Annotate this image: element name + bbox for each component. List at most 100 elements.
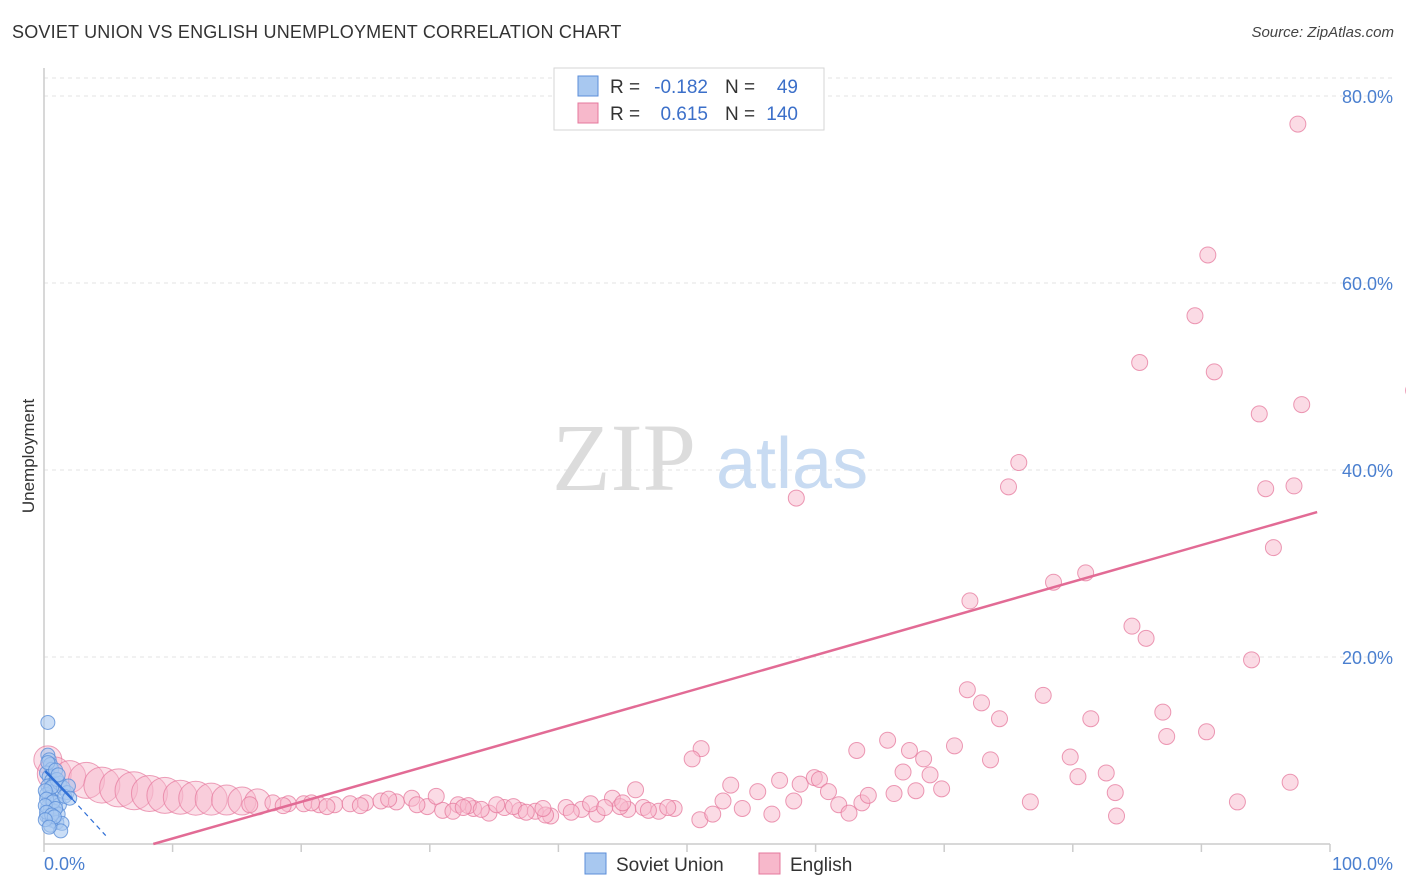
english-points [33,115,1406,829]
soviet-union-point-0 [40,714,56,730]
english-point-87 [1061,748,1079,766]
english-point-103 [1000,478,1017,496]
y-tick-label-60: 60.0% [1342,274,1393,294]
x-axis-ticks [43,844,1331,852]
english-point-92 [1108,807,1126,825]
english-point-80 [683,750,701,768]
soviet-union-point-48 [50,767,66,783]
english-point-115 [1289,115,1307,133]
source-label: Source: ZipAtlas.com [1251,24,1394,41]
english-point-85 [1021,793,1039,811]
legend-n-label-english: N = [725,104,755,125]
english-point-46 [534,799,552,817]
english-point-58 [763,805,781,823]
english-point-27 [427,787,445,805]
english-point-45 [241,796,259,814]
english-point-48 [596,799,614,817]
english-point-63 [810,770,828,788]
english-point-31 [582,795,600,813]
english-point-81 [958,681,976,699]
english-point-50 [488,796,506,814]
english-point-large-7 [130,775,168,813]
english-point-72 [894,763,912,781]
english-point-42 [318,798,336,816]
english-point-54 [714,792,732,810]
legend-r-label-soviet-union: R = [610,77,640,98]
english-point-56 [733,799,751,817]
english-point-57 [749,783,767,801]
legend-r-value-soviet-union: -0.182 [654,77,708,98]
english-point-large-8 [146,776,184,814]
english-point-large-10 [178,780,214,816]
trend-lines [44,510,1318,846]
english-point-112 [1257,480,1275,498]
english-point-97 [1198,723,1216,741]
english-point-77 [933,780,951,798]
english-point-69 [859,786,877,804]
english-point-76 [921,766,939,784]
english-point-34 [639,801,657,819]
english-point-109 [1205,363,1223,381]
english-point-68 [848,742,866,760]
soviet-union-points [37,714,78,839]
english-point-large-9 [162,779,198,815]
soviet-union-trend-line [44,770,74,800]
english-point-93 [1123,617,1141,635]
english-point-60 [785,792,803,810]
series-legend-swatch-soviet-union [584,852,607,875]
english-point-61 [791,775,809,793]
english-point-large-6 [114,771,154,811]
english-point-102 [787,489,805,507]
watermark: ZIP atlas [552,404,868,511]
legend-r-label-english: R = [610,104,640,125]
english-point-94 [1137,629,1155,647]
y-tick-label-20: 20.0% [1342,648,1393,668]
english-point-74 [907,782,925,800]
english-point-large-5 [99,768,139,808]
english-point-98 [1228,793,1246,811]
y-tick-label-80: 80.0% [1342,87,1393,107]
english-point-110 [1199,246,1217,264]
legend-swatch-soviet-union [577,75,599,97]
watermark-zip: ZIP [552,404,696,511]
english-point-40 [380,790,398,808]
soviet-union-point-47 [41,819,57,835]
english-point-89 [1082,710,1100,728]
english-point-64 [819,783,837,801]
watermark-atlas: atlas [716,424,868,504]
english-point-55 [722,776,740,794]
english-point-96 [1158,727,1176,745]
english-point-107 [1131,354,1149,372]
english-point-37 [472,800,490,818]
english-point-66 [840,804,858,822]
english-point-41 [351,797,369,815]
gridlines [44,77,1392,658]
english-point-75 [915,750,933,768]
english-point-113 [1285,477,1303,495]
series-legend-label-english: English [790,855,852,876]
legend-n-value-soviet-union: 49 [777,77,798,98]
soviet-union-trend-extension [71,798,107,836]
english-point-70 [879,731,897,749]
english-point-91 [1106,784,1124,802]
english-point-111 [1250,405,1268,423]
stats-legend: R = -0.182 N = 49 R = 0.615 N = 140 [553,67,825,131]
stats-legend-box [553,67,825,131]
legend-r-value-english: 0.615 [660,104,708,125]
series-legend-swatch-english [758,852,781,875]
english-point-73 [900,742,918,760]
y-axis-title: Unemployment [19,399,38,514]
english-point-86 [1034,686,1052,704]
english-point-33 [627,781,645,799]
english-point-51 [454,799,472,817]
english-point-104 [1010,454,1028,472]
english-point-71 [885,785,903,803]
series-legend-label-soviet-union: Soviet Union [616,855,724,876]
english-point-88 [1069,768,1087,786]
chart-title: SOVIET UNION VS ENGLISH UNEMPLOYMENT COR… [12,22,622,42]
y-tick-labels: 20.0% 40.0% 60.0% 80.0% [1342,87,1393,668]
english-trend-line [152,510,1318,846]
english-point-100 [1281,773,1299,791]
english-point-90 [1097,764,1115,782]
